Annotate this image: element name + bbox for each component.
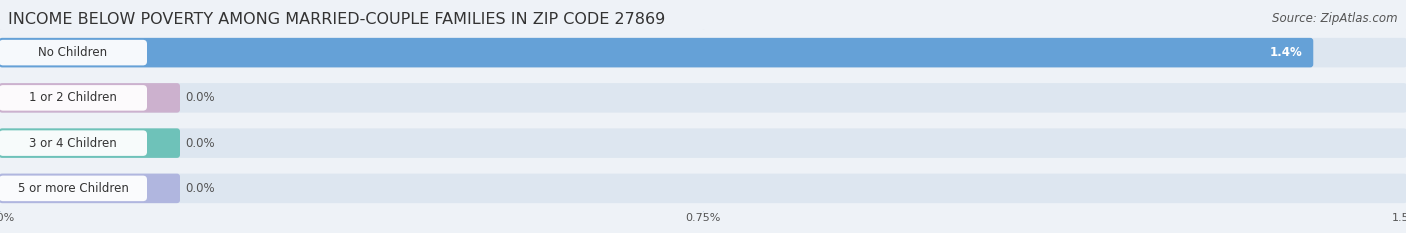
Text: 3 or 4 Children: 3 or 4 Children [30, 137, 117, 150]
Text: 0.0%: 0.0% [186, 137, 215, 150]
Text: INCOME BELOW POVERTY AMONG MARRIED-COUPLE FAMILIES IN ZIP CODE 27869: INCOME BELOW POVERTY AMONG MARRIED-COUPL… [8, 12, 665, 27]
Text: 5 or more Children: 5 or more Children [17, 182, 128, 195]
Text: 0.0%: 0.0% [186, 91, 215, 104]
FancyBboxPatch shape [0, 38, 1313, 67]
FancyBboxPatch shape [0, 83, 180, 113]
Text: 1 or 2 Children: 1 or 2 Children [30, 91, 117, 104]
FancyBboxPatch shape [0, 38, 1406, 67]
FancyBboxPatch shape [0, 128, 180, 158]
Text: 0.0%: 0.0% [186, 182, 215, 195]
FancyBboxPatch shape [0, 75, 1406, 120]
Text: 1.5%: 1.5% [1392, 213, 1406, 223]
FancyBboxPatch shape [0, 85, 148, 111]
Text: 0.75%: 0.75% [685, 213, 721, 223]
Text: 1.4%: 1.4% [1270, 46, 1302, 59]
FancyBboxPatch shape [0, 120, 1406, 166]
Text: No Children: No Children [38, 46, 108, 59]
FancyBboxPatch shape [0, 130, 148, 156]
FancyBboxPatch shape [0, 174, 180, 203]
FancyBboxPatch shape [0, 166, 1406, 211]
Text: 0.0%: 0.0% [0, 213, 14, 223]
FancyBboxPatch shape [0, 30, 1406, 75]
FancyBboxPatch shape [0, 174, 1406, 203]
FancyBboxPatch shape [0, 40, 148, 65]
FancyBboxPatch shape [0, 83, 1406, 113]
FancyBboxPatch shape [0, 128, 1406, 158]
FancyBboxPatch shape [0, 176, 148, 201]
Text: Source: ZipAtlas.com: Source: ZipAtlas.com [1272, 12, 1398, 25]
